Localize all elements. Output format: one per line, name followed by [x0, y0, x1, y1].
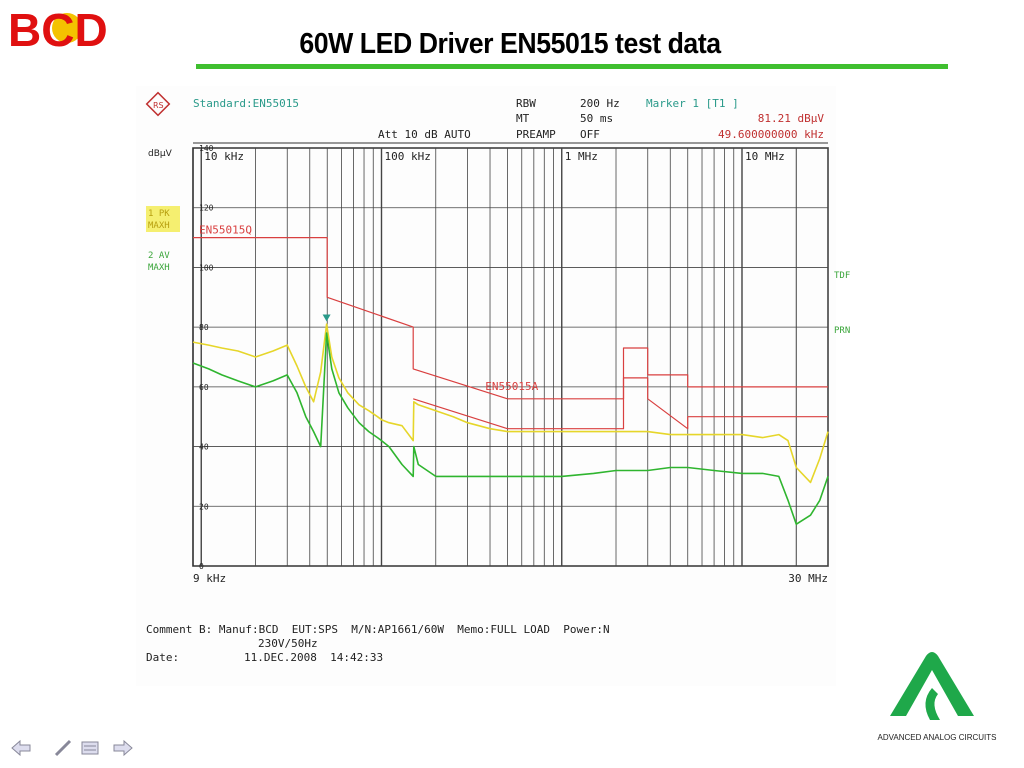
comment-line-1: Comment B: Manuf:BCD EUT:SPS M/N:AP1661/… — [146, 623, 610, 636]
bcd-logo-text: BCD — [8, 6, 108, 50]
y-tick-label: 40 — [199, 443, 209, 452]
standard-label: Standard:EN55015 — [193, 97, 299, 110]
trace1-label-line1: 1 PK — [148, 209, 170, 219]
aac-logo-text: ADVANCED ANALOG CIRCUITS — [877, 733, 997, 742]
trace2-label-line2: MAXH — [148, 263, 170, 273]
series-layer — [192, 237, 829, 526]
trace2-label-line1: 2 AV — [148, 251, 170, 261]
svg-text:RS: RS — [153, 101, 164, 110]
y-tick-label: 100 — [199, 263, 214, 272]
x-tick-label: 9 kHz — [193, 572, 226, 585]
previous-slide-icon[interactable] — [11, 739, 31, 757]
annotation-layer: EN55015Q EN55015A — [199, 224, 539, 393]
preamp-value: OFF — [580, 128, 600, 141]
y-tick-labels: 0 20 40 60 80 100 120 140 — [199, 144, 214, 571]
trace1-label-bg — [146, 206, 180, 232]
next-slide-icon[interactable] — [113, 739, 133, 757]
y-tick-label: 20 — [199, 502, 209, 511]
pen-icon[interactable] — [54, 739, 72, 757]
limit-label-q: EN55015Q — [199, 224, 252, 237]
series-line-en55015q — [193, 237, 828, 400]
tdf-label: TDF — [834, 271, 850, 281]
trace1-label-line2: MAXH — [148, 221, 170, 231]
y-tick-label: 140 — [199, 144, 214, 153]
comment-line-2: 230V/50Hz — [258, 637, 318, 650]
series-line-1-pk-maxh — [192, 323, 829, 484]
unit-label: dBµV — [148, 149, 173, 159]
x-tick-label: 1 MHz — [565, 150, 598, 163]
mt-value: 50 ms — [580, 112, 613, 125]
x-tick-label: 30 MHz — [788, 572, 828, 585]
x-tick-label: 10 MHz — [745, 150, 785, 163]
y-tick-label: 0 — [199, 562, 204, 571]
slide-navigation — [11, 739, 133, 757]
x-tick-label: 10 kHz — [204, 150, 244, 163]
title-underline — [196, 64, 948, 69]
x-tick-label: 100 kHz — [384, 150, 430, 163]
rbw-label: RBW — [516, 97, 536, 110]
x-tick-labels: 9 kHz 10 kHz 100 kHz 1 MHz 10 MHz 30 MHz — [193, 150, 828, 585]
marker-1-point — [322, 314, 331, 322]
plot-grid — [192, 147, 829, 567]
limit-label-a: EN55015A — [485, 380, 538, 393]
preamp-label: PREAMP — [516, 128, 556, 141]
plot-frame — [192, 147, 829, 567]
bcd-logo: BCD — [8, 6, 108, 50]
y-tick-label: 60 — [199, 383, 209, 392]
marker-level: 81.21 dBµV — [758, 112, 825, 125]
marker-frequency: 49.600000000 kHz — [718, 128, 824, 141]
y-tick-label: 120 — [199, 204, 214, 213]
marker-label: Marker 1 [T1 ] — [646, 97, 739, 110]
date-value: 11.DEC.2008 14:42:33 — [244, 651, 383, 664]
attenuation: Att 10 dB AUTO — [378, 128, 471, 141]
prn-label: PRN — [834, 326, 850, 336]
date-label: Date: — [146, 651, 179, 664]
rbw-value: 200 Hz — [580, 97, 620, 110]
slide-title: 60W LED Driver EN55015 test data — [299, 28, 721, 60]
rohde-schwarz-logo: RS — [145, 91, 171, 117]
menu-icon[interactable] — [81, 741, 99, 755]
mt-label: MT — [516, 112, 530, 125]
aac-logo — [890, 652, 974, 728]
y-tick-label: 80 — [199, 323, 209, 332]
series-line-en55015a — [413, 377, 828, 430]
series-line-2-av-maxh — [192, 332, 829, 526]
